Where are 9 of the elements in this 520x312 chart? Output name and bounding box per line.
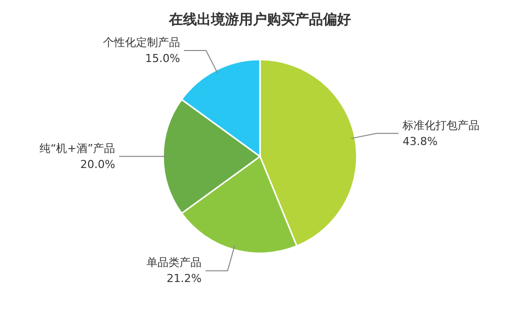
slice-label: 标准化打包产品 bbox=[402, 118, 480, 132]
data-label: 15.0% bbox=[145, 52, 180, 65]
slice-label: 个性化定制产品 bbox=[103, 36, 180, 49]
slice-label: 纯“机+酒”产品 bbox=[40, 142, 116, 155]
chart-title: 在线出境游用户购买产品偏好 bbox=[168, 11, 351, 28]
data-label: 20.0% bbox=[80, 158, 116, 171]
data-label: 43.8% bbox=[402, 134, 438, 148]
slice-label: 单品类产品 bbox=[146, 256, 202, 270]
data-label: 21.2% bbox=[166, 272, 202, 286]
